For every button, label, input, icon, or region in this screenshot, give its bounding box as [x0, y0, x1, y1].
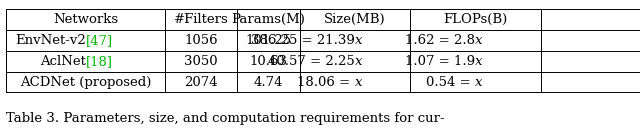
- Text: [47]: [47]: [86, 34, 113, 47]
- Text: [18]: [18]: [86, 55, 113, 68]
- Text: 4.74: 4.74: [253, 76, 283, 88]
- Text: AclNet: AclNet: [40, 55, 86, 68]
- Text: 3050: 3050: [184, 55, 218, 68]
- Text: x: x: [355, 76, 362, 88]
- Text: 1056: 1056: [184, 34, 218, 47]
- Text: EnvNet-v2: EnvNet-v2: [15, 34, 86, 47]
- Text: 1.07 = 1.9: 1.07 = 1.9: [404, 55, 475, 68]
- Text: 101.25: 101.25: [245, 34, 291, 47]
- Text: FLOPs(B): FLOPs(B): [443, 13, 507, 26]
- Text: 0.54 =: 0.54 =: [426, 76, 475, 88]
- Text: 1.62 = 2.8: 1.62 = 2.8: [405, 34, 475, 47]
- Text: 386.25 = 21.39: 386.25 = 21.39: [251, 34, 355, 47]
- Text: 2074: 2074: [184, 76, 218, 88]
- Text: x: x: [355, 34, 362, 47]
- Text: x: x: [475, 76, 483, 88]
- Text: Params(M): Params(M): [231, 13, 305, 26]
- Text: Networks: Networks: [53, 13, 118, 26]
- Text: 40.57 = 2.25: 40.57 = 2.25: [268, 55, 355, 68]
- Text: Table 3. Parameters, size, and computation requirements for cur-: Table 3. Parameters, size, and computati…: [6, 112, 445, 125]
- Text: x: x: [355, 55, 362, 68]
- Text: 10.63: 10.63: [249, 55, 287, 68]
- Text: #Filters: #Filters: [173, 13, 228, 26]
- Text: 18.06 =: 18.06 =: [297, 76, 355, 88]
- Text: Size(MB): Size(MB): [324, 13, 385, 26]
- Text: x: x: [475, 55, 483, 68]
- Text: ACDNet (proposed): ACDNet (proposed): [20, 76, 152, 88]
- Text: x: x: [475, 34, 483, 47]
